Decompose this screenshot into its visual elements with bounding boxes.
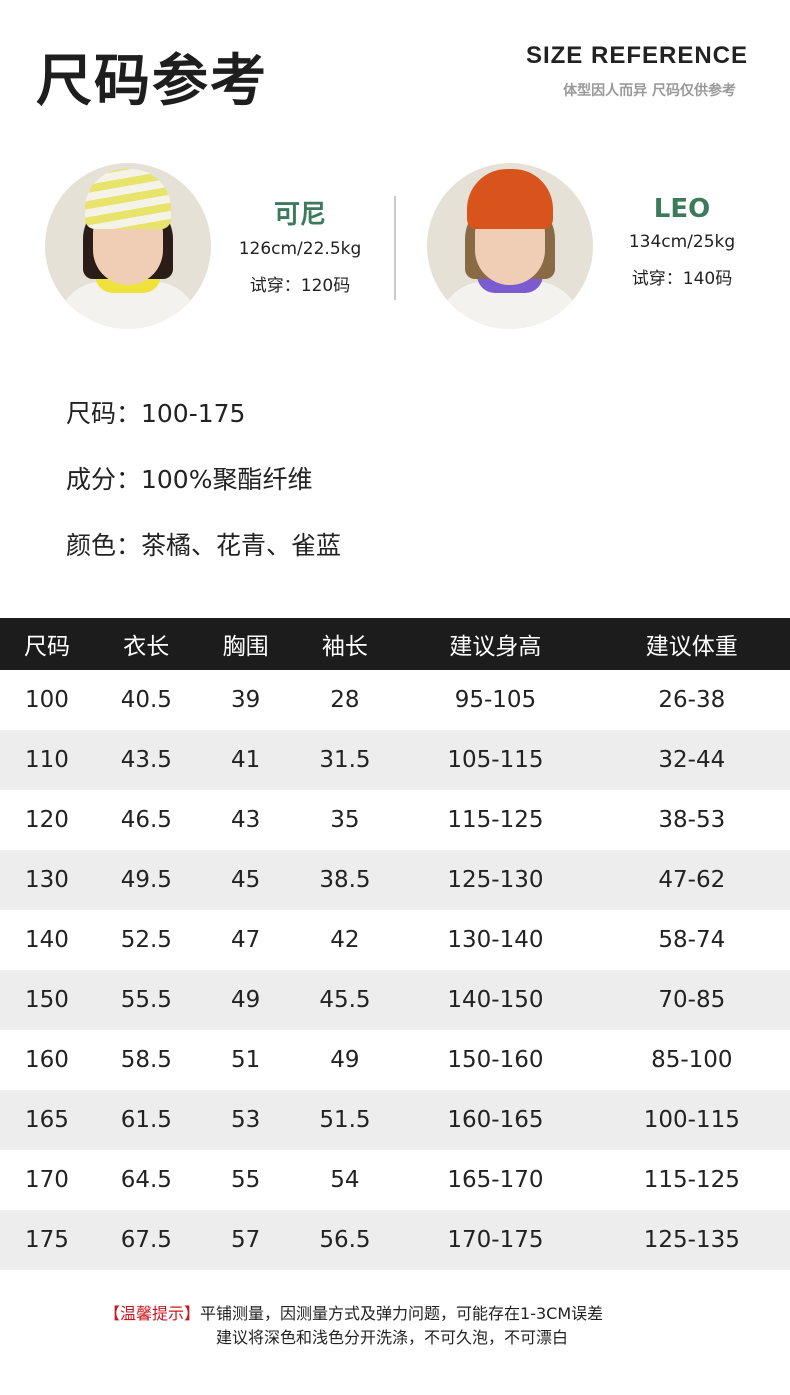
column-header: 尺码 [0,618,94,670]
column-header: 袖长 [292,618,398,670]
spec-colors: 颜色：茶橘、花青、雀蓝 [66,531,342,560]
table-cell: 125-135 [593,1210,790,1270]
table-row: 175 67.5 57 56.5 170-175 125-135 [0,1210,790,1270]
table-cell: 175 [0,1210,94,1270]
model-stats: 134cm/25kg [628,232,736,252]
table-cell: 55.5 [93,970,199,1030]
notes-label: 【温馨提示】 [104,1304,201,1323]
table-cell: 28 [330,687,360,713]
table-cell: 39 [230,687,261,713]
table-cell: 41 [198,730,293,790]
table-cell: 45.5 [292,970,398,1030]
table-cell: 40.5 [120,687,172,713]
table-cell: 43 [230,807,261,833]
divider [394,196,396,300]
model-photo-1 [45,163,211,329]
table-cell: 49.5 [93,850,199,910]
table-row: 165 61.5 53 51.5 160-165 100-115 [0,1090,790,1150]
column-header: 建议体重 [593,618,790,670]
table-cell: 120 [25,807,69,833]
table-cell: 95-105 [454,687,537,713]
model-info-1: 可尼 126cm/22.5kg 试穿：120码 [210,194,390,296]
model-photo-2 [427,163,593,329]
table-cell: 51 [230,1047,261,1073]
table-cell: 56.5 [292,1210,398,1270]
table-cell: 61.5 [93,1090,199,1150]
table-cell: 54 [330,1167,360,1193]
table-cell: 51.5 [292,1090,398,1150]
table-cell: 58.5 [120,1047,172,1073]
table-cell: 85-100 [651,1047,733,1073]
model-name: LEO [653,194,711,224]
table-cell: 49 [198,970,293,1030]
page-title: 尺码参考 [36,49,268,114]
table-cell: 100-115 [593,1090,790,1150]
column-header: 建议身高 [397,618,594,670]
table-cell: 110 [0,730,94,790]
table-row: 110 43.5 41 31.5 105-115 32-44 [0,730,790,790]
model-info-2: LEO 134cm/25kg 试穿：140码 [592,194,772,289]
table-cell: 160-165 [397,1090,594,1150]
column-header: 衣长 [93,618,199,670]
table-row: 170 64.5 55 54 165-170 115-125 [0,1150,790,1210]
table-cell: 115-125 [643,1167,740,1193]
table-cell: 140-150 [397,970,594,1030]
table-cell: 38-53 [658,807,726,833]
notes-line-2: 建议将深色和浅色分开洗涤，不可久泡，不可漂白 [216,1328,569,1347]
table-cell: 150-160 [447,1047,544,1073]
table-cell: 43.5 [93,730,199,790]
table-row: 150 55.5 49 45.5 140-150 70-85 [0,970,790,1030]
table-cell: 47-62 [593,850,790,910]
model-stats: 126cm/22.5kg [238,239,362,259]
table-row: 140 52.5 47 42 130-140 58-74 [0,910,790,970]
table-cell: 170-175 [397,1210,594,1270]
table-cell: 52.5 [120,927,172,953]
spec-material: 成分：100%聚酯纤维 [66,465,313,494]
table-cell: 26-38 [658,687,726,713]
table-cell: 42 [330,927,360,953]
table-cell: 165-170 [447,1167,544,1193]
size-table: 尺码 衣长 胸围 袖长 建议身高 建议体重 100 40.5 39 28 95-105 26-38 1… [0,618,790,1270]
table-cell: 70-85 [593,970,790,1030]
table-cell: 47 [230,927,261,953]
table-cell: 58-74 [658,927,726,953]
table-row: 120 46.5 43 35 115-125 38-53 [0,790,790,850]
table-cell: 165 [0,1090,94,1150]
table-cell: 49 [330,1047,360,1073]
table-row: 130 49.5 45 38.5 125-130 47-62 [0,850,790,910]
table-cell: 160 [25,1047,69,1073]
table-cell: 46.5 [120,807,172,833]
table-cell: 38.5 [292,850,398,910]
table-cell: 125-130 [397,850,594,910]
table-cell: 115-125 [447,807,544,833]
model-name: 可尼 [273,200,326,230]
table-cell: 105-115 [397,730,594,790]
table-cell: 53 [198,1090,293,1150]
table-row: 160 58.5 51 49 150-160 85-100 [0,1030,790,1090]
table-cell: 57 [198,1210,293,1270]
table-cell: 31.5 [292,730,398,790]
table-cell: 32-44 [593,730,790,790]
notes-line-1: 平铺测量，因测量方式及弹力问题，可能存在1-3CM误差 [200,1304,604,1323]
table-row: 100 40.5 39 28 95-105 26-38 [0,670,790,730]
column-header: 胸围 [198,618,293,670]
table-cell: 55 [230,1167,261,1193]
table-cell: 150 [0,970,94,1030]
notes: 【温馨提示】平铺测量，因测量方式及弹力问题，可能存在1-3CM误差 建议将深色和… [104,1302,603,1350]
table-cell: 170 [25,1167,69,1193]
table-cell: 140 [25,927,69,953]
table-cell: 45 [198,850,293,910]
table-cell: 64.5 [120,1167,172,1193]
table-cell: 35 [330,807,360,833]
english-title: SIZE REFERENCE [525,42,748,69]
model-try-on: 试穿：120码 [249,276,351,296]
spec-size: 尺码：100-175 [66,399,246,428]
subtitle: 体型因人而异 尺码仅供参考 [563,83,736,99]
table-cell: 130-140 [447,927,544,953]
table-cell: 130 [0,850,94,910]
table-cell: 100 [25,687,69,713]
model-try-on: 试穿：140码 [631,269,733,289]
table-cell: 67.5 [93,1210,199,1270]
